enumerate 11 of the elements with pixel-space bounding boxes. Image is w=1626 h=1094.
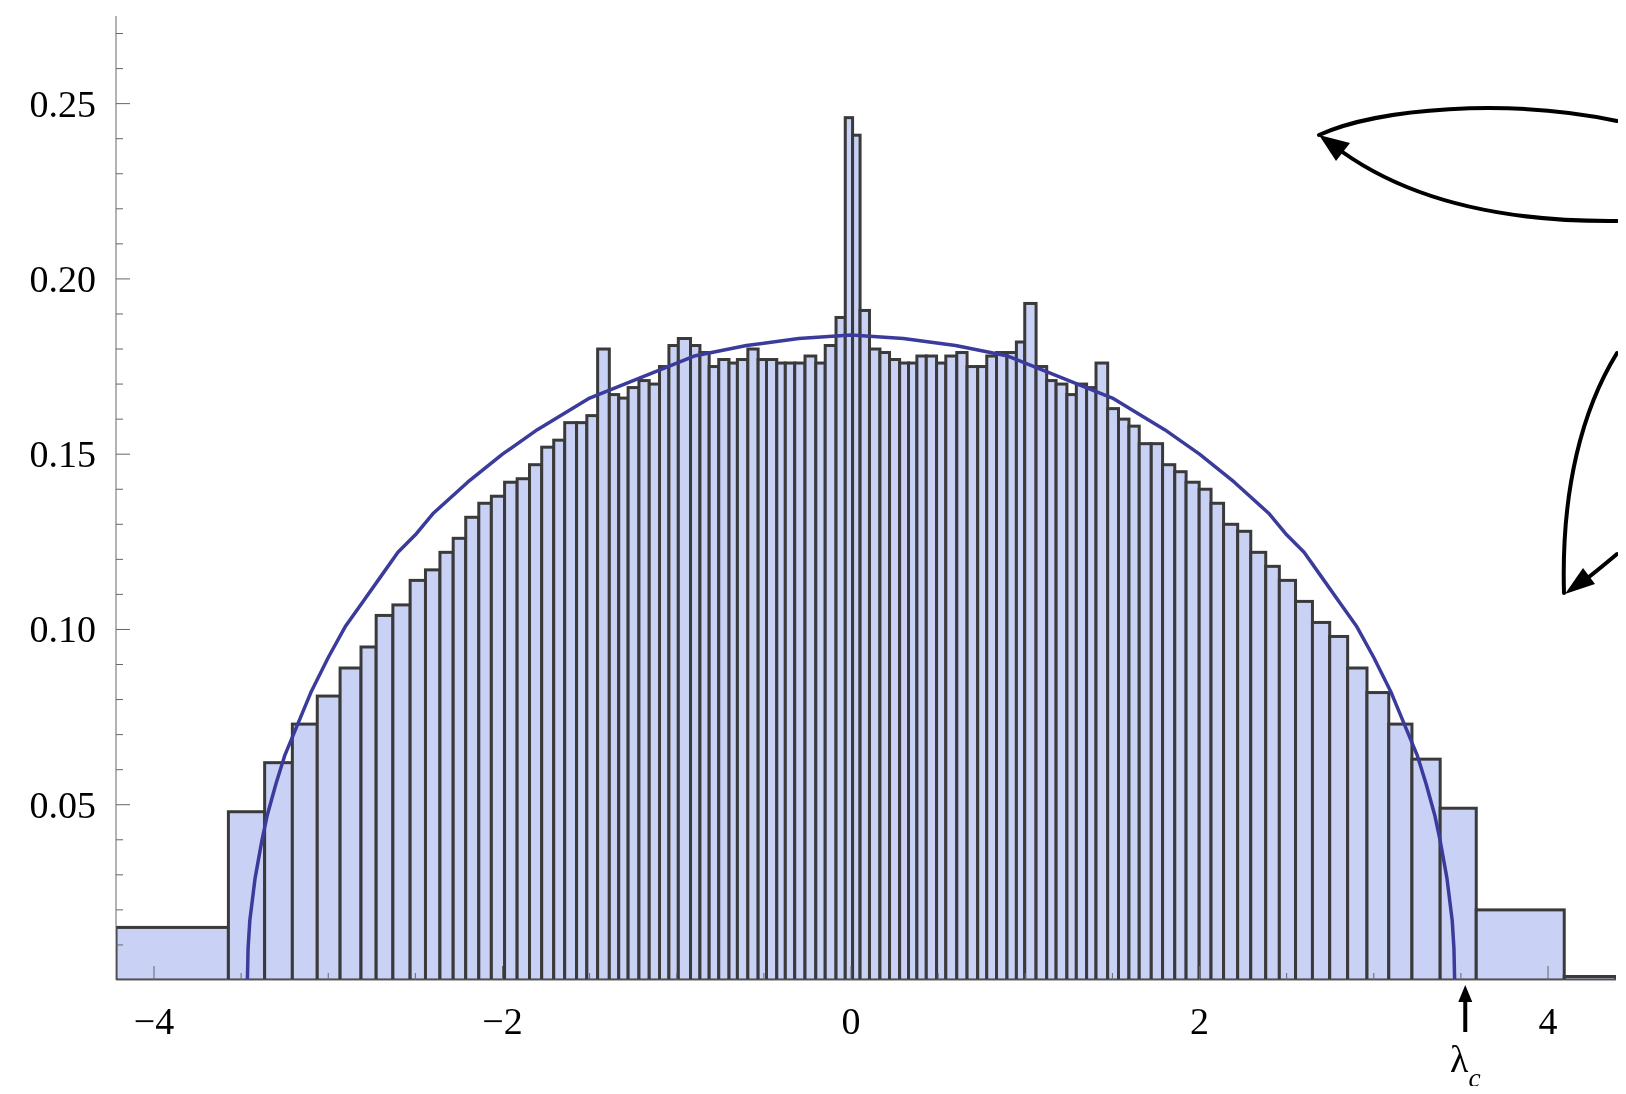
y-tick-label: 0.15 — [29, 433, 96, 476]
x-tick-label: 4 — [1538, 1000, 1558, 1042]
y-tick-label: 0.10 — [29, 608, 96, 651]
x-tick-label: −2 — [482, 1000, 523, 1042]
y-tick-label: 0.25 — [29, 82, 96, 125]
line-series — [245, 333, 1457, 980]
x-tick-label: −4 — [133, 1000, 175, 1042]
y-tick-label: 0.05 — [29, 783, 96, 826]
x-tick-label: 0 — [841, 1000, 861, 1042]
y-tick-label: 0.20 — [29, 257, 96, 300]
x-tick-label: 2 — [1190, 1000, 1210, 1042]
